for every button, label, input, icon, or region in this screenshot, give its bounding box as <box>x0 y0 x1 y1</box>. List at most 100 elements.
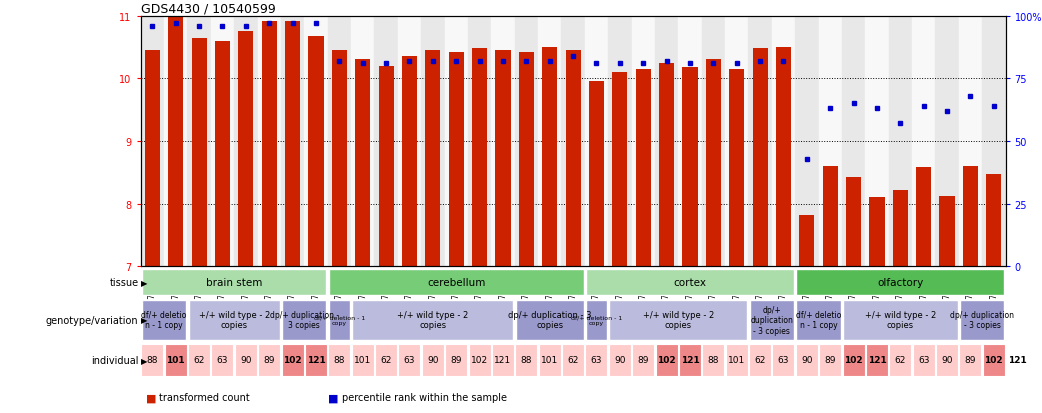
Bar <box>352 344 374 376</box>
Bar <box>776 48 791 267</box>
Text: tissue: tissue <box>109 278 139 287</box>
Bar <box>936 17 959 267</box>
Text: +/+ wild type - 2
copies: +/+ wild type - 2 copies <box>397 310 469 330</box>
Bar <box>609 17 631 267</box>
Bar <box>822 167 838 267</box>
Bar <box>1007 344 1028 376</box>
Bar <box>331 51 347 267</box>
Bar <box>308 36 324 267</box>
Bar <box>234 344 256 376</box>
Bar <box>352 300 514 340</box>
Bar <box>963 167 978 267</box>
Bar <box>398 17 421 267</box>
Bar <box>281 17 304 267</box>
Bar <box>613 73 627 267</box>
Bar <box>843 344 865 376</box>
Text: 90: 90 <box>801 355 813 364</box>
Bar <box>515 17 538 267</box>
Text: 102: 102 <box>844 355 863 364</box>
Bar <box>519 53 534 267</box>
Bar <box>705 60 721 267</box>
Bar <box>472 49 488 267</box>
Bar <box>940 197 954 267</box>
Bar <box>893 190 908 267</box>
Bar <box>189 300 279 340</box>
Text: ▶: ▶ <box>141 356 147 365</box>
Bar <box>869 198 885 267</box>
Bar <box>748 17 772 267</box>
Bar <box>889 17 912 267</box>
Text: 89: 89 <box>824 355 836 364</box>
Bar <box>210 17 234 267</box>
Text: 121: 121 <box>680 355 699 364</box>
Bar <box>328 344 350 376</box>
Text: 88: 88 <box>147 355 158 364</box>
Bar <box>495 51 511 267</box>
Bar <box>983 344 1004 376</box>
Bar <box>164 17 188 267</box>
Bar <box>355 60 370 267</box>
Text: 88: 88 <box>708 355 719 364</box>
Bar <box>519 53 534 267</box>
Bar <box>566 51 580 267</box>
Text: 101: 101 <box>541 355 559 364</box>
Bar <box>378 66 394 267</box>
Bar <box>516 300 584 340</box>
Bar <box>402 57 417 267</box>
Text: 121: 121 <box>1008 355 1026 364</box>
Bar <box>655 344 677 376</box>
Bar <box>282 300 326 340</box>
Bar <box>799 216 815 267</box>
Bar <box>589 82 604 267</box>
Bar <box>609 344 630 376</box>
Text: dp/+ duplication
- 3 copies: dp/+ duplication - 3 copies <box>950 310 1014 330</box>
Text: cortex: cortex <box>673 277 706 287</box>
Text: 89: 89 <box>638 355 649 364</box>
Text: ▶: ▶ <box>141 278 147 287</box>
Text: ▶: ▶ <box>141 316 147 324</box>
Text: df/+ deletio
n - 1 copy: df/+ deletio n - 1 copy <box>142 310 187 330</box>
Bar <box>632 344 654 376</box>
Bar <box>142 344 164 376</box>
Text: brain stem: brain stem <box>206 277 263 287</box>
Text: GDS4430 / 10540599: GDS4430 / 10540599 <box>141 2 275 15</box>
Bar <box>327 17 351 267</box>
Bar <box>613 73 627 267</box>
Bar <box>729 70 744 267</box>
Bar <box>445 344 467 376</box>
Bar <box>398 344 421 376</box>
Text: 62: 62 <box>754 355 766 364</box>
Bar <box>239 32 253 267</box>
Bar <box>421 17 445 267</box>
Text: 62: 62 <box>380 355 392 364</box>
Bar <box>796 344 818 376</box>
Text: df/+ deletio
n - 1 copy: df/+ deletio n - 1 copy <box>796 310 841 330</box>
Bar <box>752 49 768 267</box>
Text: 102: 102 <box>658 355 676 364</box>
Bar <box>796 300 841 340</box>
Bar <box>286 21 300 267</box>
Text: 90: 90 <box>240 355 251 364</box>
Bar <box>846 178 861 267</box>
Bar <box>679 344 701 376</box>
Text: +/+ wild type - 2
copies: +/+ wild type - 2 copies <box>199 310 270 330</box>
Bar <box>257 17 281 267</box>
Text: dp/+ duplication -
3 copies: dp/+ duplication - 3 copies <box>270 310 339 330</box>
Bar <box>262 21 277 267</box>
Bar <box>795 17 819 267</box>
Bar <box>374 17 398 267</box>
Bar <box>566 51 580 267</box>
Bar <box>304 17 327 267</box>
Text: 62: 62 <box>194 355 205 364</box>
Bar <box>142 300 187 340</box>
Bar <box>472 49 488 267</box>
Bar <box>586 344 607 376</box>
Text: 63: 63 <box>217 355 228 364</box>
Bar <box>262 21 277 267</box>
Text: 102: 102 <box>283 355 302 364</box>
Text: percentile rank within the sample: percentile rank within the sample <box>342 392 506 402</box>
Bar <box>819 17 842 267</box>
Bar <box>586 270 794 296</box>
Bar <box>819 344 841 376</box>
Bar <box>960 344 982 376</box>
